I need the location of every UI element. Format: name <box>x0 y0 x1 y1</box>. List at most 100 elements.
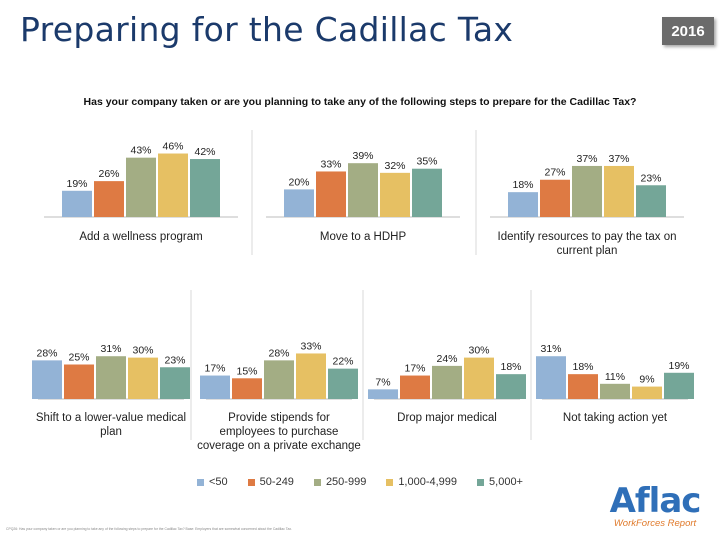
bar <box>540 179 570 217</box>
data-label: 39% <box>352 150 373 162</box>
bar <box>400 375 430 399</box>
bar <box>432 365 462 399</box>
bar <box>572 165 602 217</box>
footnote: CPQ26: Has your company taken or are you… <box>6 527 292 531</box>
legend-label: 5,000+ <box>489 476 523 488</box>
data-label: 20% <box>288 176 309 188</box>
data-label: 18% <box>500 361 521 373</box>
category-label: Add a wellness program <box>79 231 202 243</box>
category-label: employees to purchase <box>220 426 339 438</box>
data-label: 19% <box>668 360 689 372</box>
data-label: 30% <box>132 345 153 357</box>
data-label: 43% <box>130 145 151 157</box>
data-label: 28% <box>268 347 289 359</box>
legend-swatch <box>197 478 204 486</box>
data-label: 42% <box>194 146 215 158</box>
bar <box>316 171 346 217</box>
bar <box>568 374 598 399</box>
data-label: 23% <box>164 354 185 366</box>
data-label: 7% <box>375 376 390 388</box>
data-label: 33% <box>320 158 341 170</box>
bar <box>348 163 378 217</box>
category-label: coverage on a private exchange <box>197 440 361 452</box>
chart-question: Has your company taken or are you planni… <box>83 96 637 108</box>
bar <box>664 372 694 399</box>
category-label: Drop major medical <box>397 412 497 424</box>
category-label: plan <box>100 426 122 438</box>
bar <box>296 353 326 399</box>
bar <box>62 190 92 217</box>
data-label: 32% <box>384 160 405 172</box>
bar <box>328 368 358 399</box>
bar <box>96 356 126 399</box>
bar <box>158 153 188 217</box>
bar <box>508 192 538 217</box>
bar <box>284 189 314 217</box>
category-label: Not taking action yet <box>563 412 668 424</box>
data-label: 18% <box>512 179 533 191</box>
bar <box>600 383 630 399</box>
bar <box>496 374 526 399</box>
data-label: 24% <box>436 353 457 365</box>
bar <box>190 159 220 217</box>
data-label: 31% <box>540 343 561 355</box>
category-label: current plan <box>557 245 618 257</box>
data-label: 27% <box>544 167 565 179</box>
data-label: 37% <box>608 153 629 165</box>
legend-label: 50-249 <box>259 476 294 488</box>
bar <box>160 367 190 399</box>
bar <box>32 360 62 399</box>
page-title: Preparing for the Cadillac Tax <box>20 10 514 49</box>
legend-item: 250-999 <box>313 476 367 488</box>
bar <box>368 389 398 399</box>
data-label: 35% <box>416 156 437 168</box>
data-label: 17% <box>204 363 225 375</box>
category-label: Move to a HDHP <box>320 231 407 243</box>
chart-legend: <50 50-249 250-999 1,000-4,999 5,000+ <box>0 476 720 488</box>
data-label: 31% <box>100 343 121 355</box>
year-badge: 2016 <box>662 17 714 45</box>
data-label: 23% <box>640 172 661 184</box>
bar <box>412 168 442 217</box>
bar <box>536 356 566 399</box>
data-label: 37% <box>576 153 597 165</box>
bar <box>64 364 94 399</box>
legend-swatch <box>313 478 321 486</box>
category-label: Provide stipends for <box>228 412 330 424</box>
data-label: 9% <box>639 374 654 386</box>
bar <box>380 172 410 217</box>
logo-subtitle: WorkForces Report <box>613 518 697 529</box>
aflac-logo: Aflac WorkForces Report <box>596 484 714 530</box>
data-label: 30% <box>468 345 489 357</box>
bar <box>232 378 262 399</box>
legend-swatch <box>386 478 394 486</box>
category-label: Identify resources to pay the tax on <box>498 231 677 243</box>
data-label: 46% <box>162 141 183 153</box>
data-label: 17% <box>404 363 425 375</box>
data-label: 26% <box>98 168 119 180</box>
bar <box>464 357 494 399</box>
bar <box>200 375 230 399</box>
bar <box>128 357 158 399</box>
legend-item: 5,000+ <box>477 476 523 488</box>
bar <box>264 360 294 399</box>
legend-swatch <box>247 478 255 486</box>
bar <box>94 181 124 217</box>
legend-swatch <box>477 478 485 486</box>
legend-item: <50 <box>197 476 228 488</box>
logo-wordmark: Aflac <box>609 481 702 521</box>
bar <box>632 386 662 399</box>
data-label: 11% <box>605 371 625 383</box>
bar <box>126 157 156 217</box>
data-label: 19% <box>66 178 87 190</box>
data-label: 25% <box>68 352 89 364</box>
data-label: 33% <box>300 340 321 352</box>
data-label: 22% <box>332 356 353 368</box>
category-label: Shift to a lower-value medical <box>36 412 186 424</box>
legend-label: <50 <box>209 476 228 488</box>
legend-label: 250-999 <box>325 476 367 488</box>
bar <box>604 165 634 217</box>
data-label: 15% <box>236 365 257 377</box>
data-label: 18% <box>572 361 593 373</box>
data-label: 28% <box>36 347 57 359</box>
